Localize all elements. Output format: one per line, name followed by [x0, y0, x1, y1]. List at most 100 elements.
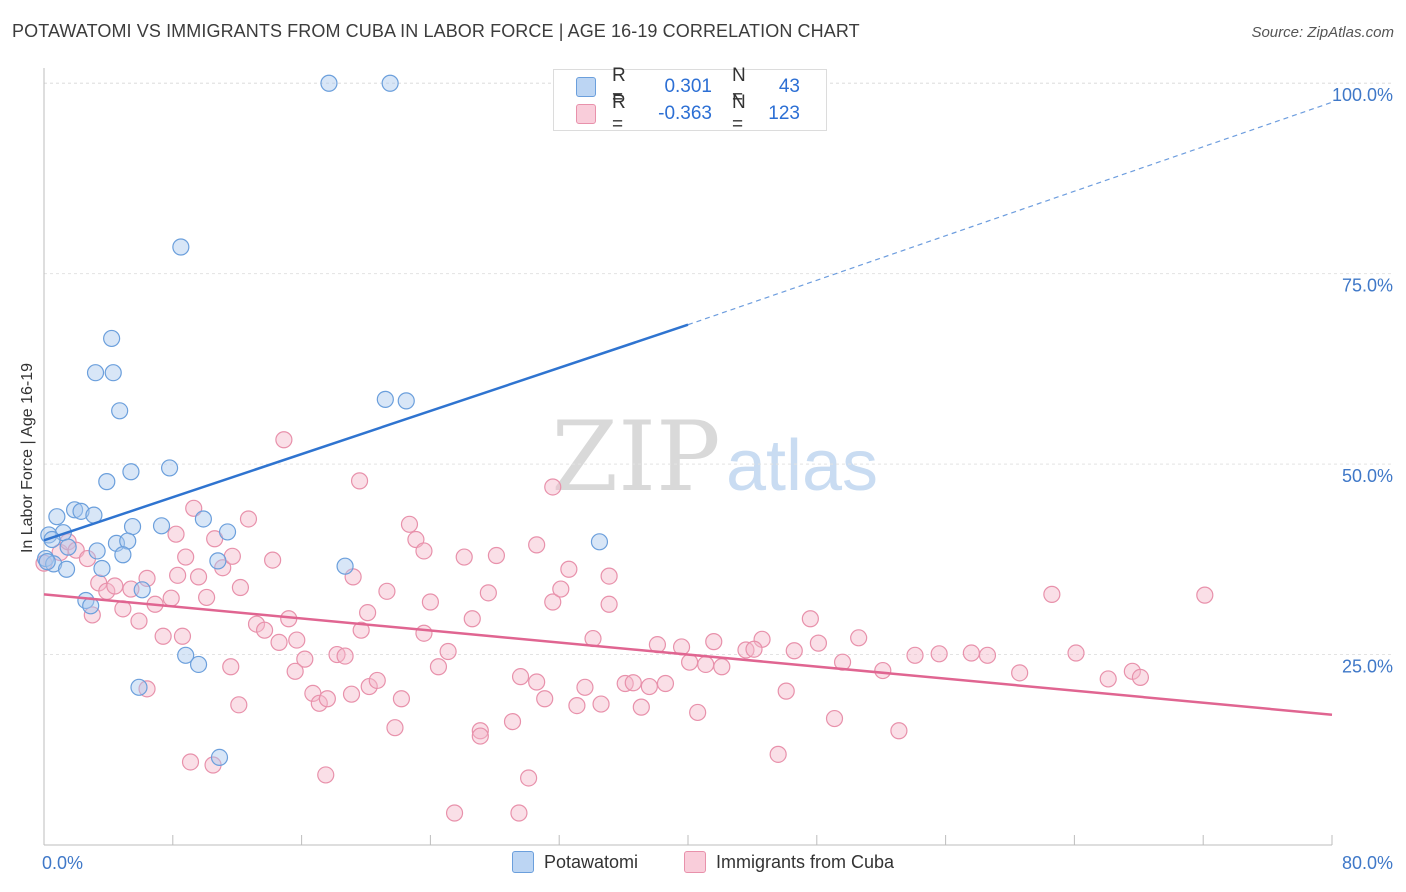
cuba-point — [463, 610, 481, 628]
cuba-point — [560, 560, 578, 578]
legend-label-potawatomi: Potawatomi — [543, 851, 638, 872]
potawatomi-point — [133, 581, 151, 599]
cuba-point — [177, 548, 195, 566]
potawatomi-point — [77, 591, 95, 610]
cuba-point — [528, 673, 546, 691]
cuba-point — [421, 593, 439, 611]
cuba-point — [455, 548, 473, 566]
cuba-point — [528, 536, 546, 554]
legend-item-potawatomi[interactable]: Potawatomi — [511, 851, 638, 873]
cuba-trendline — [43, 593, 1333, 716]
cuba-point — [359, 604, 377, 622]
potawatomi-point — [218, 523, 237, 541]
cuba-point — [906, 646, 924, 664]
bottom-legend: Potawatomi Immigrants from Cuba — [0, 851, 1406, 873]
y-tick-label: 75.0% — [1342, 276, 1393, 296]
cuba-point — [386, 719, 404, 737]
stats-r-label: R = — [612, 65, 626, 108]
potawatomi-point — [48, 508, 66, 526]
stats-n-value: 43 — [778, 76, 800, 97]
legend-label-cuba: Immigrants from Cuba — [715, 851, 895, 872]
cuba-point — [239, 510, 258, 528]
potawatomi-point — [376, 390, 394, 408]
stats-legend: R = 0.301 N = 43 R = -0.363 N = 123 — [553, 65, 827, 135]
cuba-point — [1043, 585, 1061, 603]
watermark-atlas: atlas — [726, 426, 878, 506]
cuba-point — [520, 769, 538, 787]
cuba-point — [1011, 664, 1029, 682]
cuba-point — [255, 621, 274, 639]
cuba-point — [439, 642, 457, 661]
stats-r-value: -0.363 — [658, 103, 712, 124]
cuba-point — [429, 658, 448, 676]
y-tick-label: 50.0% — [1342, 466, 1393, 486]
stats-swatch-pink — [576, 104, 596, 124]
cuba-point — [471, 722, 489, 740]
potawatomi-point — [88, 542, 106, 560]
cuba-point — [850, 629, 868, 647]
potawatomi-point — [160, 459, 179, 477]
potawatomi-trendline — [43, 323, 689, 542]
cuba-point — [392, 690, 411, 708]
cuba-point — [544, 593, 562, 611]
cuba-point — [544, 478, 562, 496]
cuba-point — [705, 633, 723, 651]
cuba-point — [189, 568, 208, 586]
cuba-point — [713, 658, 731, 676]
potawatomi-point — [111, 402, 129, 420]
potawatomi-point — [45, 555, 63, 573]
cuba-point — [296, 650, 314, 668]
cuba-point — [801, 610, 819, 628]
potawatomi-point — [210, 748, 229, 766]
cuba-point — [745, 640, 763, 658]
cuba-point — [600, 567, 618, 585]
y-tick-label: 25.0% — [1342, 657, 1393, 677]
legend-swatch-pink — [683, 851, 706, 873]
cuba-point — [825, 709, 844, 728]
cuba-point — [600, 595, 618, 613]
cuba-point — [378, 582, 396, 600]
cuba-point — [222, 658, 240, 676]
cuba-point — [286, 662, 304, 680]
cuba-point — [317, 766, 335, 784]
cuba-point — [318, 690, 336, 708]
potawatomi-point — [336, 557, 354, 575]
cuba-point — [130, 612, 148, 630]
cuba-point — [185, 499, 203, 517]
cuba-point — [962, 644, 980, 662]
cuba-point — [198, 588, 216, 607]
legend-item-cuba[interactable]: Immigrants from Cuba — [683, 851, 895, 873]
potawatomi-point — [320, 74, 338, 92]
stats-r-label: R = — [612, 92, 626, 135]
cuba-point — [890, 722, 908, 740]
potawatomi-point — [189, 655, 208, 674]
stats-n-label: N = — [732, 92, 746, 135]
cuba-point — [181, 753, 200, 771]
potawatomi-point — [381, 74, 399, 92]
cuba-point — [223, 547, 241, 565]
cuba-point — [624, 674, 642, 692]
stats-swatch-blue — [576, 77, 596, 97]
cuba-point — [632, 698, 650, 716]
stats-r-value: 0.301 — [664, 76, 712, 97]
potawatomi-point — [130, 678, 148, 696]
cuba-point — [1131, 668, 1150, 687]
chart-title: POTAWATOMI VS IMMIGRANTS FROM CUBA IN LA… — [12, 21, 860, 41]
watermark-zip: ZIP — [551, 401, 720, 513]
potawatomi-point — [72, 502, 90, 520]
potawatomi-point — [177, 646, 195, 664]
cuba-point — [400, 515, 419, 533]
cuba-point — [681, 653, 699, 671]
source-label: Source: ZipAtlas.com — [1251, 24, 1394, 41]
cuba-point — [874, 661, 892, 680]
cuba-point — [511, 668, 530, 686]
cuba-point — [173, 627, 192, 645]
potawatomi-point — [590, 533, 609, 551]
cuba-point — [503, 712, 522, 731]
cuba-point — [769, 745, 787, 763]
potawatomi-point — [122, 463, 140, 481]
cuba-point — [352, 621, 370, 639]
potawatomi-trendline-extension — [687, 101, 1333, 326]
potawatomi-point — [65, 501, 84, 519]
